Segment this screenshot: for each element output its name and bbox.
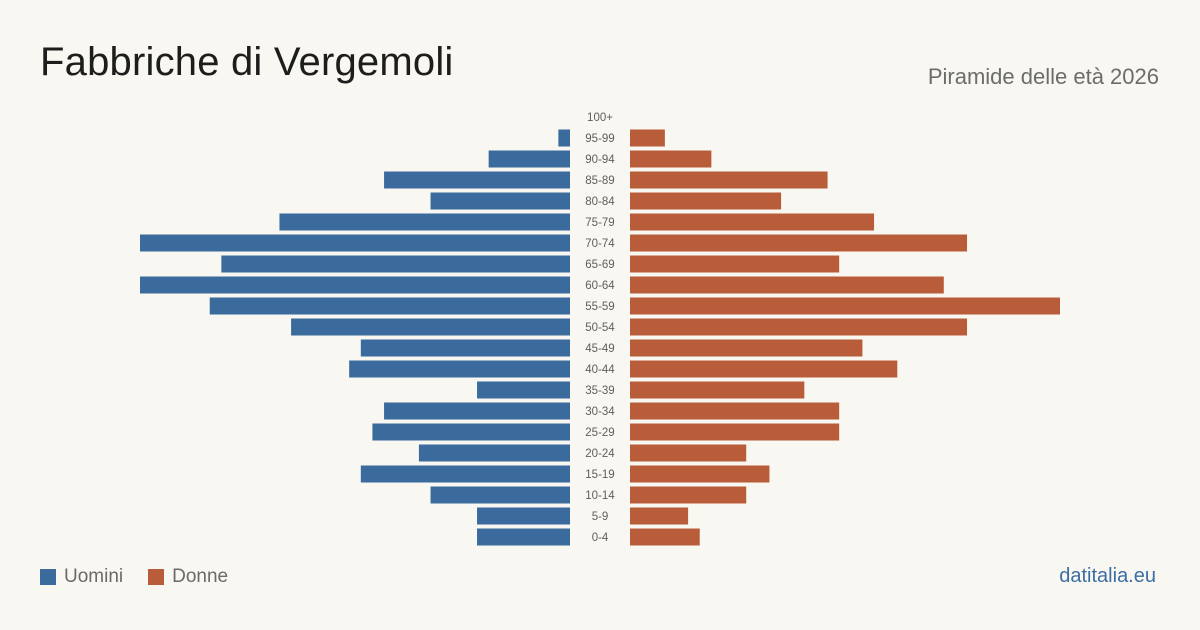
age-tick-label: 85-89 <box>585 175 614 187</box>
bar-women-85-89 <box>630 171 828 189</box>
bar-men-60-64 <box>140 276 570 294</box>
bar-men-20-24 <box>418 444 570 462</box>
age-tick-label: 40-44 <box>585 364 615 376</box>
bar-women-25-29 <box>630 423 840 441</box>
bar-women-35-39 <box>630 381 805 399</box>
bar-women-15-19 <box>630 465 770 483</box>
bar-women-5-9 <box>630 507 689 525</box>
bar-men-25-29 <box>372 423 570 441</box>
legend-swatch-men <box>40 569 56 585</box>
bar-men-85-89 <box>384 171 570 189</box>
legend-swatch-women <box>148 569 165 585</box>
bar-women-55-59 <box>630 297 1060 315</box>
bar-men-90-94 <box>488 150 570 168</box>
chart-legend: Uomini Donne <box>40 566 253 588</box>
site-link[interactable]: datitalia.eu <box>1059 565 1156 587</box>
bar-men-65-69 <box>221 255 570 273</box>
bar-women-95-99 <box>630 129 665 147</box>
bar-men-0-4 <box>477 528 570 546</box>
bar-women-65-69 <box>630 255 840 273</box>
bar-men-10-14 <box>430 486 570 504</box>
bar-men-70-74 <box>140 234 570 252</box>
age-tick-label: 100+ <box>587 112 613 124</box>
age-tick-label: 25-29 <box>585 427 614 439</box>
age-tick-label: 95-99 <box>585 133 614 145</box>
bar-women-40-44 <box>630 360 898 378</box>
age-tick-label: 35-39 <box>585 385 614 397</box>
bar-women-20-24 <box>630 444 747 462</box>
legend-item-men: Uomini <box>40 566 123 588</box>
age-tick-label: 70-74 <box>585 238 615 250</box>
page-title: Fabbriche di Vergemoli <box>40 40 454 84</box>
bar-women-50-54 <box>630 318 968 336</box>
legend-label-men: Uomini <box>64 566 124 587</box>
bar-men-5-9 <box>477 507 570 525</box>
bar-women-30-34 <box>630 402 840 420</box>
bar-women-80-84 <box>630 192 782 210</box>
age-tick-label: 75-79 <box>585 217 614 229</box>
age-tick-label: 60-64 <box>585 280 615 292</box>
age-tick-label: 45-49 <box>585 343 614 355</box>
bar-men-50-54 <box>291 318 570 336</box>
bar-women-45-49 <box>630 339 863 357</box>
bar-men-35-39 <box>477 381 570 399</box>
age-tick-label: 65-69 <box>585 259 614 271</box>
legend-item-women: Donne <box>148 566 228 588</box>
bar-women-0-4 <box>630 528 700 546</box>
legend-label-women: Donne <box>172 566 229 587</box>
bar-women-90-94 <box>630 150 712 168</box>
age-tick-label: 15-19 <box>585 469 614 481</box>
age-tick-label: 5-9 <box>592 511 609 523</box>
bar-men-30-34 <box>384 402 570 420</box>
bar-men-55-59 <box>209 297 570 315</box>
age-tick-label: 50-54 <box>585 322 615 334</box>
age-tick-label: 80-84 <box>585 196 615 208</box>
age-tick-label: 30-34 <box>585 406 615 418</box>
age-tick-label: 90-94 <box>585 154 615 166</box>
age-tick-label: 20-24 <box>585 448 615 460</box>
age-tick-label: 0-4 <box>592 532 609 544</box>
bar-women-60-64 <box>630 276 944 294</box>
bar-men-95-99 <box>558 129 570 147</box>
bar-women-70-74 <box>630 234 968 252</box>
bar-men-40-44 <box>349 360 570 378</box>
bar-men-15-19 <box>360 465 570 483</box>
bar-men-80-84 <box>430 192 570 210</box>
age-tick-label: 55-59 <box>585 301 614 313</box>
bar-men-75-79 <box>279 213 570 231</box>
bar-women-10-14 <box>630 486 747 504</box>
bar-women-75-79 <box>630 213 875 231</box>
age-tick-label: 10-14 <box>585 490 615 502</box>
chart-subtitle: Piramide delle età 2026 <box>927 64 1159 89</box>
bar-men-45-49 <box>360 339 570 357</box>
